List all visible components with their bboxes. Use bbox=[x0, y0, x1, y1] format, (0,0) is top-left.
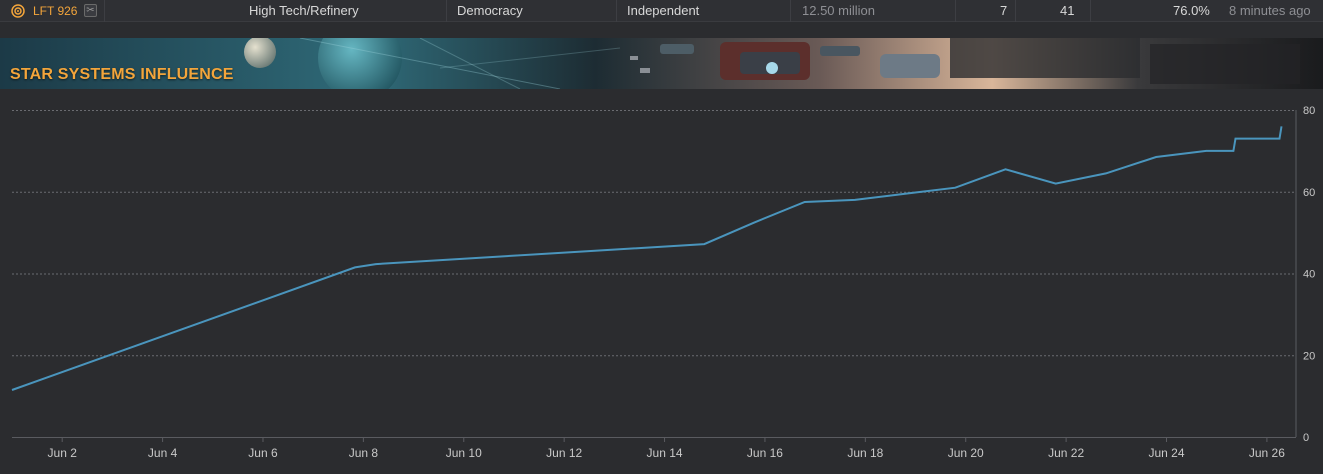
government-cell: Democracy bbox=[457, 3, 523, 18]
x-tick-label: Jun 12 bbox=[546, 446, 582, 460]
column-divider bbox=[616, 0, 617, 22]
column-divider bbox=[104, 0, 105, 22]
x-tick-label: Jun 18 bbox=[847, 446, 883, 460]
column-divider bbox=[955, 0, 956, 22]
x-tick-label: Jun 4 bbox=[148, 446, 178, 460]
x-tick-label: Jun 14 bbox=[647, 446, 683, 460]
x-tick-label: Jun 20 bbox=[948, 446, 984, 460]
updated-time-cell: 8 minutes ago bbox=[1229, 3, 1311, 18]
system-row[interactable]: LFT 926 ✂ High Tech/Refinery Democracy I… bbox=[0, 0, 1323, 22]
y-tick-label: 0 bbox=[1303, 432, 1309, 444]
grid bbox=[12, 110, 1296, 357]
x-tick-label: Jun 16 bbox=[747, 446, 783, 460]
allegiance-cell: Independent bbox=[627, 3, 700, 18]
x-tick-label: Jun 22 bbox=[1048, 446, 1084, 460]
y-axis: 0 20 40 60 80 bbox=[1295, 105, 1315, 444]
influence-cell: 76.0% bbox=[1173, 3, 1210, 18]
column-divider bbox=[1015, 0, 1016, 22]
economy-cell: High Tech/Refinery bbox=[249, 3, 359, 18]
stat-b-cell: 41 bbox=[1060, 3, 1075, 18]
influence-series-line[interactable] bbox=[11, 126, 1283, 391]
column-divider bbox=[446, 0, 447, 22]
column-divider bbox=[790, 0, 791, 22]
section-banner: STAR SYSTEMS INFLUENCE bbox=[0, 38, 1323, 89]
column-divider bbox=[1090, 0, 1091, 22]
section-title: STAR SYSTEMS INFLUENCE bbox=[10, 66, 234, 83]
y-tick-label: 60 bbox=[1303, 187, 1315, 199]
stat-a-cell: 7 bbox=[1000, 3, 1008, 18]
x-tick-label: Jun 8 bbox=[349, 446, 379, 460]
y-tick-label: 20 bbox=[1303, 350, 1315, 362]
influence-chart[interactable]: 0 20 40 60 80 Jun 2 Jun 4 Jun 6 Jun 8 Jun 10 Jun … bbox=[0, 89, 1323, 474]
scissors-icon[interactable]: ✂ bbox=[84, 4, 97, 17]
target-orbit-icon bbox=[11, 4, 25, 18]
x-axis: Jun 2 Jun 4 Jun 6 Jun 8 Jun 10 Jun 12 Jun 14 Ju… bbox=[12, 437, 1296, 460]
x-tick-label: Jun 24 bbox=[1148, 446, 1184, 460]
system-name-link[interactable]: LFT 926 bbox=[33, 4, 78, 18]
x-tick-label: Jun 6 bbox=[248, 446, 278, 460]
y-tick-label: 40 bbox=[1303, 269, 1315, 281]
series bbox=[11, 126, 1283, 391]
x-tick-label: Jun 2 bbox=[48, 446, 78, 460]
x-tick-label: Jun 10 bbox=[446, 446, 482, 460]
space-scene-illustration bbox=[0, 38, 1323, 89]
population-cell: 12.50 million bbox=[802, 3, 875, 18]
y-tick-label: 80 bbox=[1303, 105, 1315, 117]
x-tick-label: Jun 26 bbox=[1249, 446, 1285, 460]
